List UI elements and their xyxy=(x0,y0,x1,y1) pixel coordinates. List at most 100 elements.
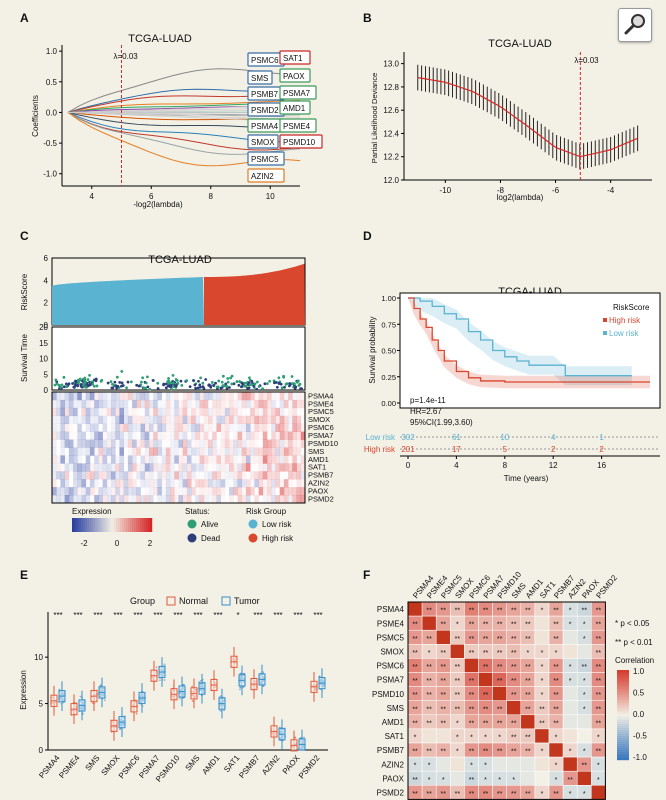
panel-c-heatmap-cell xyxy=(258,447,264,456)
panel-c-heatmap-cell xyxy=(148,407,154,417)
panel-c-heatmap-cell xyxy=(73,463,78,472)
panel-c-survival-point xyxy=(156,387,160,390)
panel-c-heatmap-cell xyxy=(174,463,179,471)
panel-c-heatmap-cell xyxy=(127,439,133,448)
panel-c-expr-tick: -2 xyxy=(80,539,88,548)
panel-f-cell-sig: ** xyxy=(497,720,503,727)
panel-c-heatmap-cell xyxy=(216,415,221,425)
panel-c-heatmap-frame xyxy=(51,391,306,504)
panel-e-tumor-swatch xyxy=(221,596,231,606)
panel-c-survival-point xyxy=(86,378,90,381)
panel-c-heatmap-cell xyxy=(148,423,154,432)
panel-e-point xyxy=(163,663,166,666)
panel-c-heatmap-cell xyxy=(237,423,243,432)
panel-c-heatmap-cell xyxy=(191,439,196,448)
panel-c-heatmap-cell xyxy=(132,487,137,496)
panel-f-cell-sig: ** xyxy=(426,664,432,671)
panel-f-row-label: AMD1 xyxy=(382,718,405,727)
panel-c-expr-gradient-cell xyxy=(86,518,89,532)
panel-c-heatmap-cell xyxy=(106,447,112,456)
zoom-button[interactable] xyxy=(618,8,652,42)
panel-f-cell xyxy=(421,615,437,631)
panel-f-legend-gradient-cell xyxy=(617,672,629,675)
panel-f-legend-gradient-cell xyxy=(617,738,629,741)
panel-c-heatmap-cell xyxy=(94,431,99,440)
panel-c-heatmap-cell xyxy=(94,399,99,409)
panel-c-heatmap-cell xyxy=(271,447,276,456)
panel-c-heatmap-cell xyxy=(106,439,112,448)
panel-c-heatmap-cell xyxy=(233,439,238,448)
panel-f-cell-sig: ** xyxy=(525,734,531,741)
panel-c-heatmap-cell xyxy=(233,415,238,425)
panel-c-heatmap-cell xyxy=(52,423,57,432)
panel-a-xtick-label: 6 xyxy=(149,192,154,201)
panel-f-legend-tick: 0.0 xyxy=(633,710,645,719)
panel-c-heatmap-cell xyxy=(89,487,95,496)
panel-f-cell-sig: ** xyxy=(511,636,517,643)
panel-b-xtick-label: -6 xyxy=(552,186,560,195)
panel-c-heatmap-cell xyxy=(275,471,280,480)
panel-c-heatmap-cell xyxy=(165,479,171,488)
panel-c-survival-point xyxy=(255,387,259,391)
panel-c-heatmap-cell xyxy=(182,479,188,488)
panel-c-heatmap-cell xyxy=(56,440,61,448)
panel-c-heatmap-cell xyxy=(140,431,146,440)
panel-c-heatmap-cell xyxy=(140,423,146,432)
panel-c-heatmap-cell xyxy=(208,495,213,504)
panel-c-heatmap-cell xyxy=(153,495,158,503)
panel-c-heatmap-cell xyxy=(64,431,70,440)
panel-a-gene-box xyxy=(279,118,317,133)
panel-c-heatmap-cell xyxy=(186,463,192,472)
panel-c-heatmap-cell xyxy=(275,495,280,504)
panel-c-heatmap-cell xyxy=(60,479,65,488)
panel-e-category-label: PSMD2 xyxy=(297,753,322,780)
panel-c-heatmap-cell xyxy=(182,487,188,496)
panel-f-legend-gradient-cell xyxy=(617,724,629,727)
panel-c-survival-point xyxy=(179,379,183,383)
panel-c-heatmap-cell xyxy=(85,487,91,496)
panel-f-cell-sig: ** xyxy=(426,791,432,798)
panel-f-cell xyxy=(562,700,578,716)
panel-d-ytick-label: 0.50 xyxy=(381,347,396,356)
panel-c-heatmap-cell xyxy=(220,407,226,417)
panel-c-heatmap-cell xyxy=(102,495,108,504)
panel-e-significance: *** xyxy=(153,611,162,620)
panel-c-heatmap-cell xyxy=(250,399,255,409)
panel-c-heatmap-cell xyxy=(275,407,280,417)
panel-c-heatmap-cell xyxy=(203,447,209,456)
panel-c-expr-gradient-cell xyxy=(82,518,85,532)
panel-c-survival-point xyxy=(100,378,104,382)
panel-c-heatmap-cell xyxy=(216,392,221,401)
panel-c-expr-gradient-cell xyxy=(128,518,131,532)
panel-c-heatmap-cell xyxy=(165,415,171,425)
panel-f-legend-title: Correlation xyxy=(615,656,654,665)
panel-c-heatmap-cell xyxy=(224,463,230,472)
panel-c-heatmap-cell xyxy=(106,471,112,480)
panel-c-survival-point xyxy=(111,386,115,390)
panel-c-heatmap-gene: SMS xyxy=(308,447,324,456)
panel-c-heatmap-cell xyxy=(68,447,74,456)
panel-c-heatmap-cell xyxy=(77,439,82,448)
panel-c-expr-gradient-cell xyxy=(74,518,77,532)
panel-c-heatmap-cell xyxy=(73,495,78,504)
panel-c-heatmap-cell xyxy=(148,495,154,504)
panel-d-pvalue: p=1.4e-11 xyxy=(410,396,446,405)
panel-c-heatmap-cell xyxy=(241,431,247,440)
panel-c-heatmap-cell xyxy=(275,400,280,408)
panel-c-heatmap-cell xyxy=(85,415,91,425)
panel-f-cell-sig: ** xyxy=(525,678,531,685)
panel-c-heatmap-cell xyxy=(233,399,238,409)
panel-f-cell-sig: ** xyxy=(441,608,447,615)
panel-c-heatmap-cell xyxy=(279,431,285,440)
panel-f-cell-sig: * xyxy=(456,749,459,756)
panel-c-heatmap-cell xyxy=(73,415,78,425)
panel-c-survival-point xyxy=(88,373,91,377)
panel-c-heatmap-cell xyxy=(165,447,171,456)
panel-f-cell xyxy=(534,728,550,744)
panel-c-heatmap-cell xyxy=(98,455,103,464)
panel-c-survival-point xyxy=(221,384,225,387)
panel-c-heatmap-cell xyxy=(115,448,120,456)
panel-c-heatmap-cell xyxy=(77,447,82,456)
panel-c-heatmap-cell xyxy=(85,455,91,464)
panel-c-heatmap-cell xyxy=(212,495,217,504)
